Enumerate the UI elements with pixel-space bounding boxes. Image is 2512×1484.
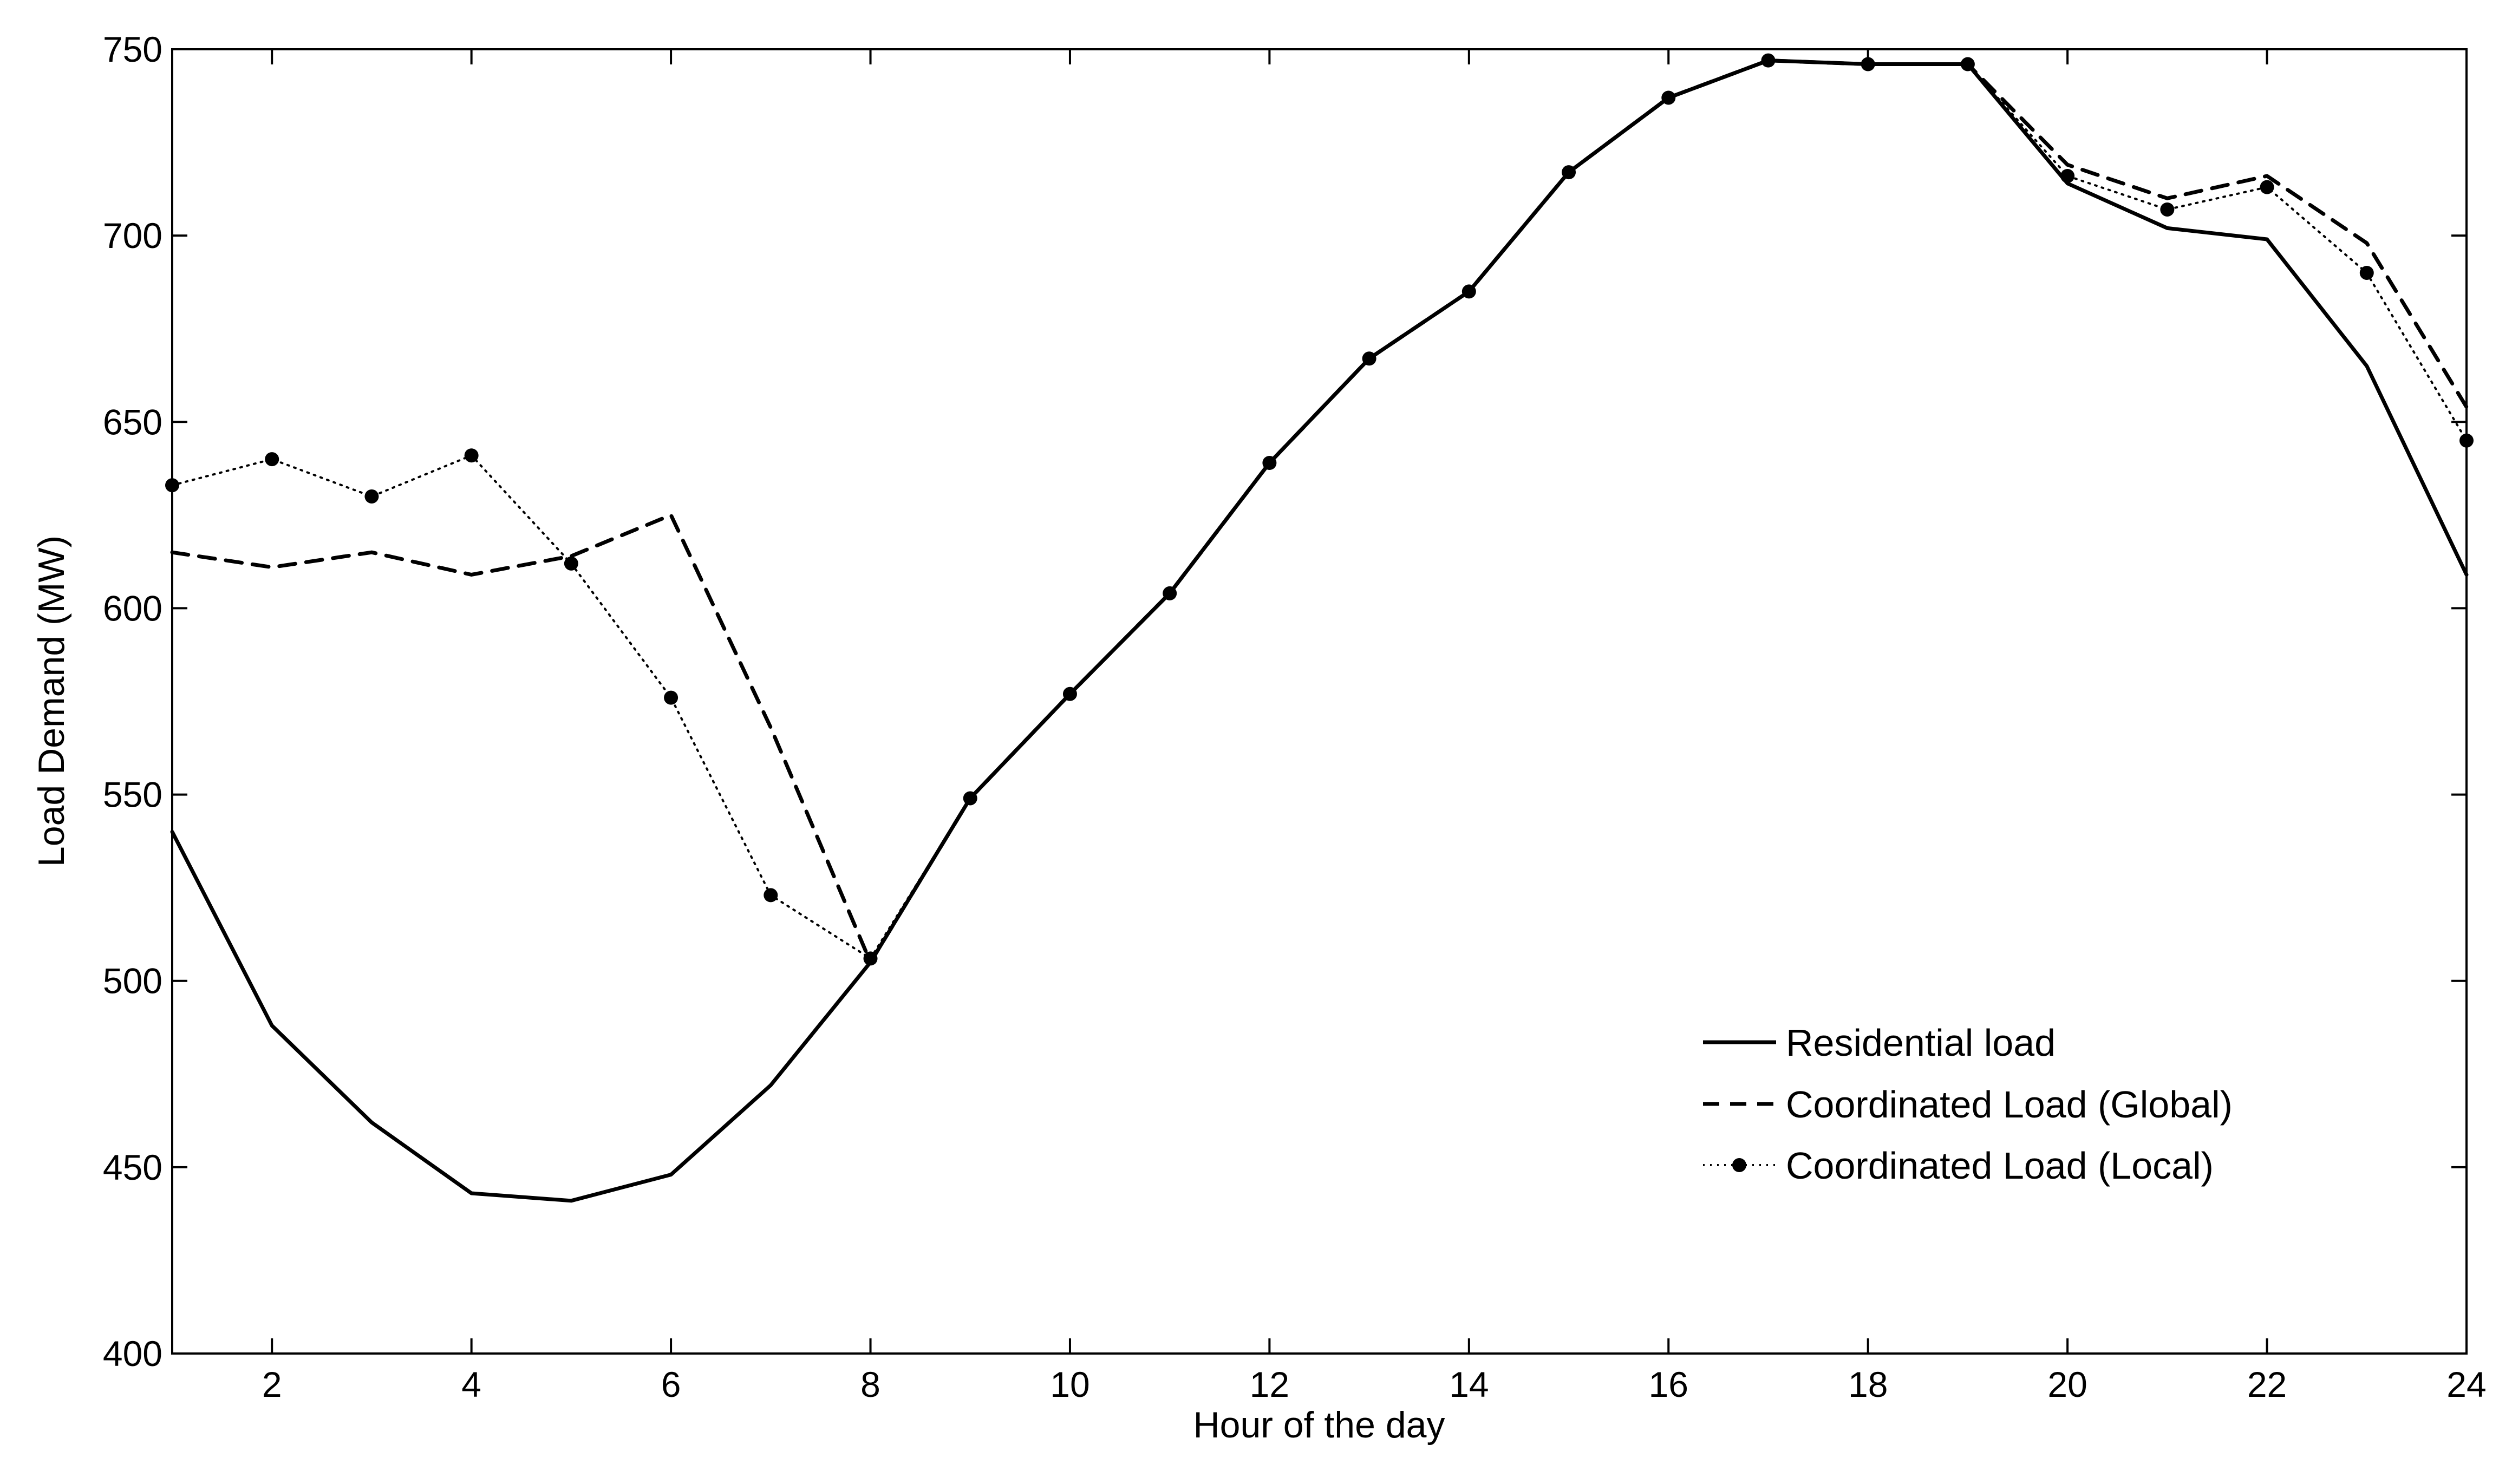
series-layer [165, 53, 2474, 1203]
x-tick-label: 18 [1848, 1364, 1888, 1404]
legend: Residential load Coordinated Load (Globa… [1703, 1022, 2233, 1187]
x-tick-label: 4 [461, 1364, 481, 1404]
data-point-marker [464, 448, 479, 463]
legend-marker [1732, 1158, 1746, 1172]
data-point-marker [564, 556, 578, 571]
x-axis: 2 4 6 8 10 12 14 16 18 20 22 24 [262, 49, 2487, 1404]
data-point-marker [265, 452, 279, 467]
data-point-marker [2160, 202, 2175, 217]
data-point-marker [165, 478, 179, 493]
data-point-marker [2359, 265, 2374, 280]
data-point-marker [664, 690, 678, 705]
x-tick-label: 20 [2047, 1364, 2087, 1404]
y-tick-label: 450 [103, 1147, 162, 1187]
legend-label: Residential load [1786, 1022, 2056, 1064]
data-point-marker [2459, 433, 2474, 448]
x-tick-label: 12 [1250, 1364, 1289, 1404]
legend-entry-coordinated-global: Coordinated Load (Global) [1703, 1083, 2233, 1126]
x-tick-label: 24 [2446, 1364, 2486, 1404]
x-tick-label: 2 [262, 1364, 282, 1404]
data-point-marker [364, 489, 379, 504]
y-tick-label: 750 [103, 29, 162, 69]
x-axis-label: Hour of the day [1193, 1404, 1445, 1446]
legend-label: Coordinated Load (Local) [1786, 1145, 2214, 1187]
legend-label: Coordinated Load (Global) [1786, 1083, 2233, 1126]
x-tick-label: 14 [1449, 1364, 1489, 1404]
data-point-marker [764, 888, 778, 903]
x-tick-label: 8 [860, 1364, 880, 1404]
y-tick-label: 650 [103, 402, 162, 442]
data-point-marker [2260, 180, 2274, 194]
legend-entry-residential-load: Residential load [1703, 1022, 2056, 1064]
x-tick-label: 6 [661, 1364, 681, 1404]
y-axis: 400 450 500 550 600 650 700 750 [103, 29, 2467, 1374]
y-tick-label: 400 [103, 1333, 162, 1374]
x-tick-label: 16 [1649, 1364, 1688, 1404]
y-tick-label: 600 [103, 588, 162, 628]
y-axis-label: Load Demand (MW) [31, 535, 72, 867]
series-line-solid [170, 58, 2469, 1203]
y-tick-label: 500 [103, 961, 162, 1001]
y-tick-label: 550 [103, 775, 162, 815]
legend-entry-coordinated-local: Coordinated Load (Local) [1703, 1145, 2214, 1187]
plot-area [171, 48, 2468, 1355]
x-tick-label: 10 [1050, 1364, 1089, 1404]
y-tick-label: 700 [103, 215, 162, 256]
x-tick-label: 22 [2247, 1364, 2287, 1404]
